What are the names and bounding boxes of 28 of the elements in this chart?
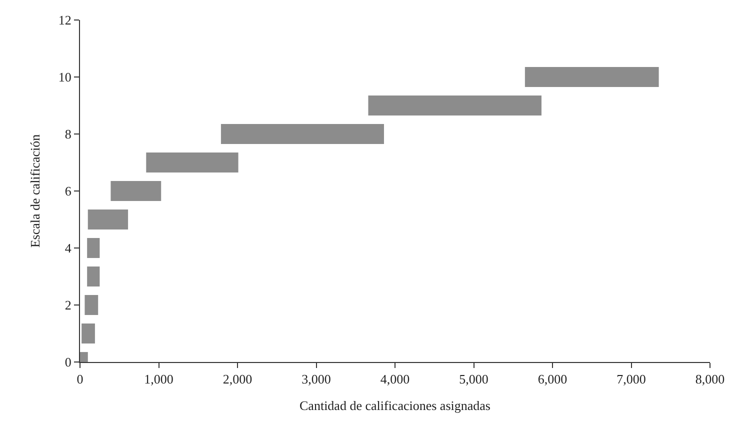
y-axis-title: Escala de calificación [27,134,42,248]
x-tick-label: 7,000 [616,372,646,387]
y-tick-label: 10 [58,70,72,85]
bar [84,295,98,315]
y-tick-label: 6 [64,184,72,199]
y-tick-label: 12 [58,12,72,28]
x-tick-label: 2,000 [222,372,252,387]
x-tick-label: 5,000 [459,372,488,387]
x-tick-label: 4,000 [380,372,410,387]
x-tick-label: 6,000 [538,372,568,387]
bar [146,152,238,172]
x-tick-label: 8,000 [695,372,725,387]
bar [524,67,659,87]
bar [88,210,128,230]
y-tick-label: 0 [64,354,72,370]
bar [87,266,100,286]
x-tick-label: 1,000 [144,372,174,387]
bar [110,181,162,201]
bar [368,96,542,116]
y-tick-label: 4 [64,240,72,256]
x-tick-label: 0 [76,372,84,387]
bar [87,238,100,258]
bar [82,324,95,344]
bar [220,124,384,144]
y-tick-label: 8 [64,126,72,142]
y-tick-label: 2 [64,298,72,313]
x-tick-label: 3,000 [302,372,331,387]
x-axis-title: Cantidad de calificaciones asignadas [300,398,490,414]
